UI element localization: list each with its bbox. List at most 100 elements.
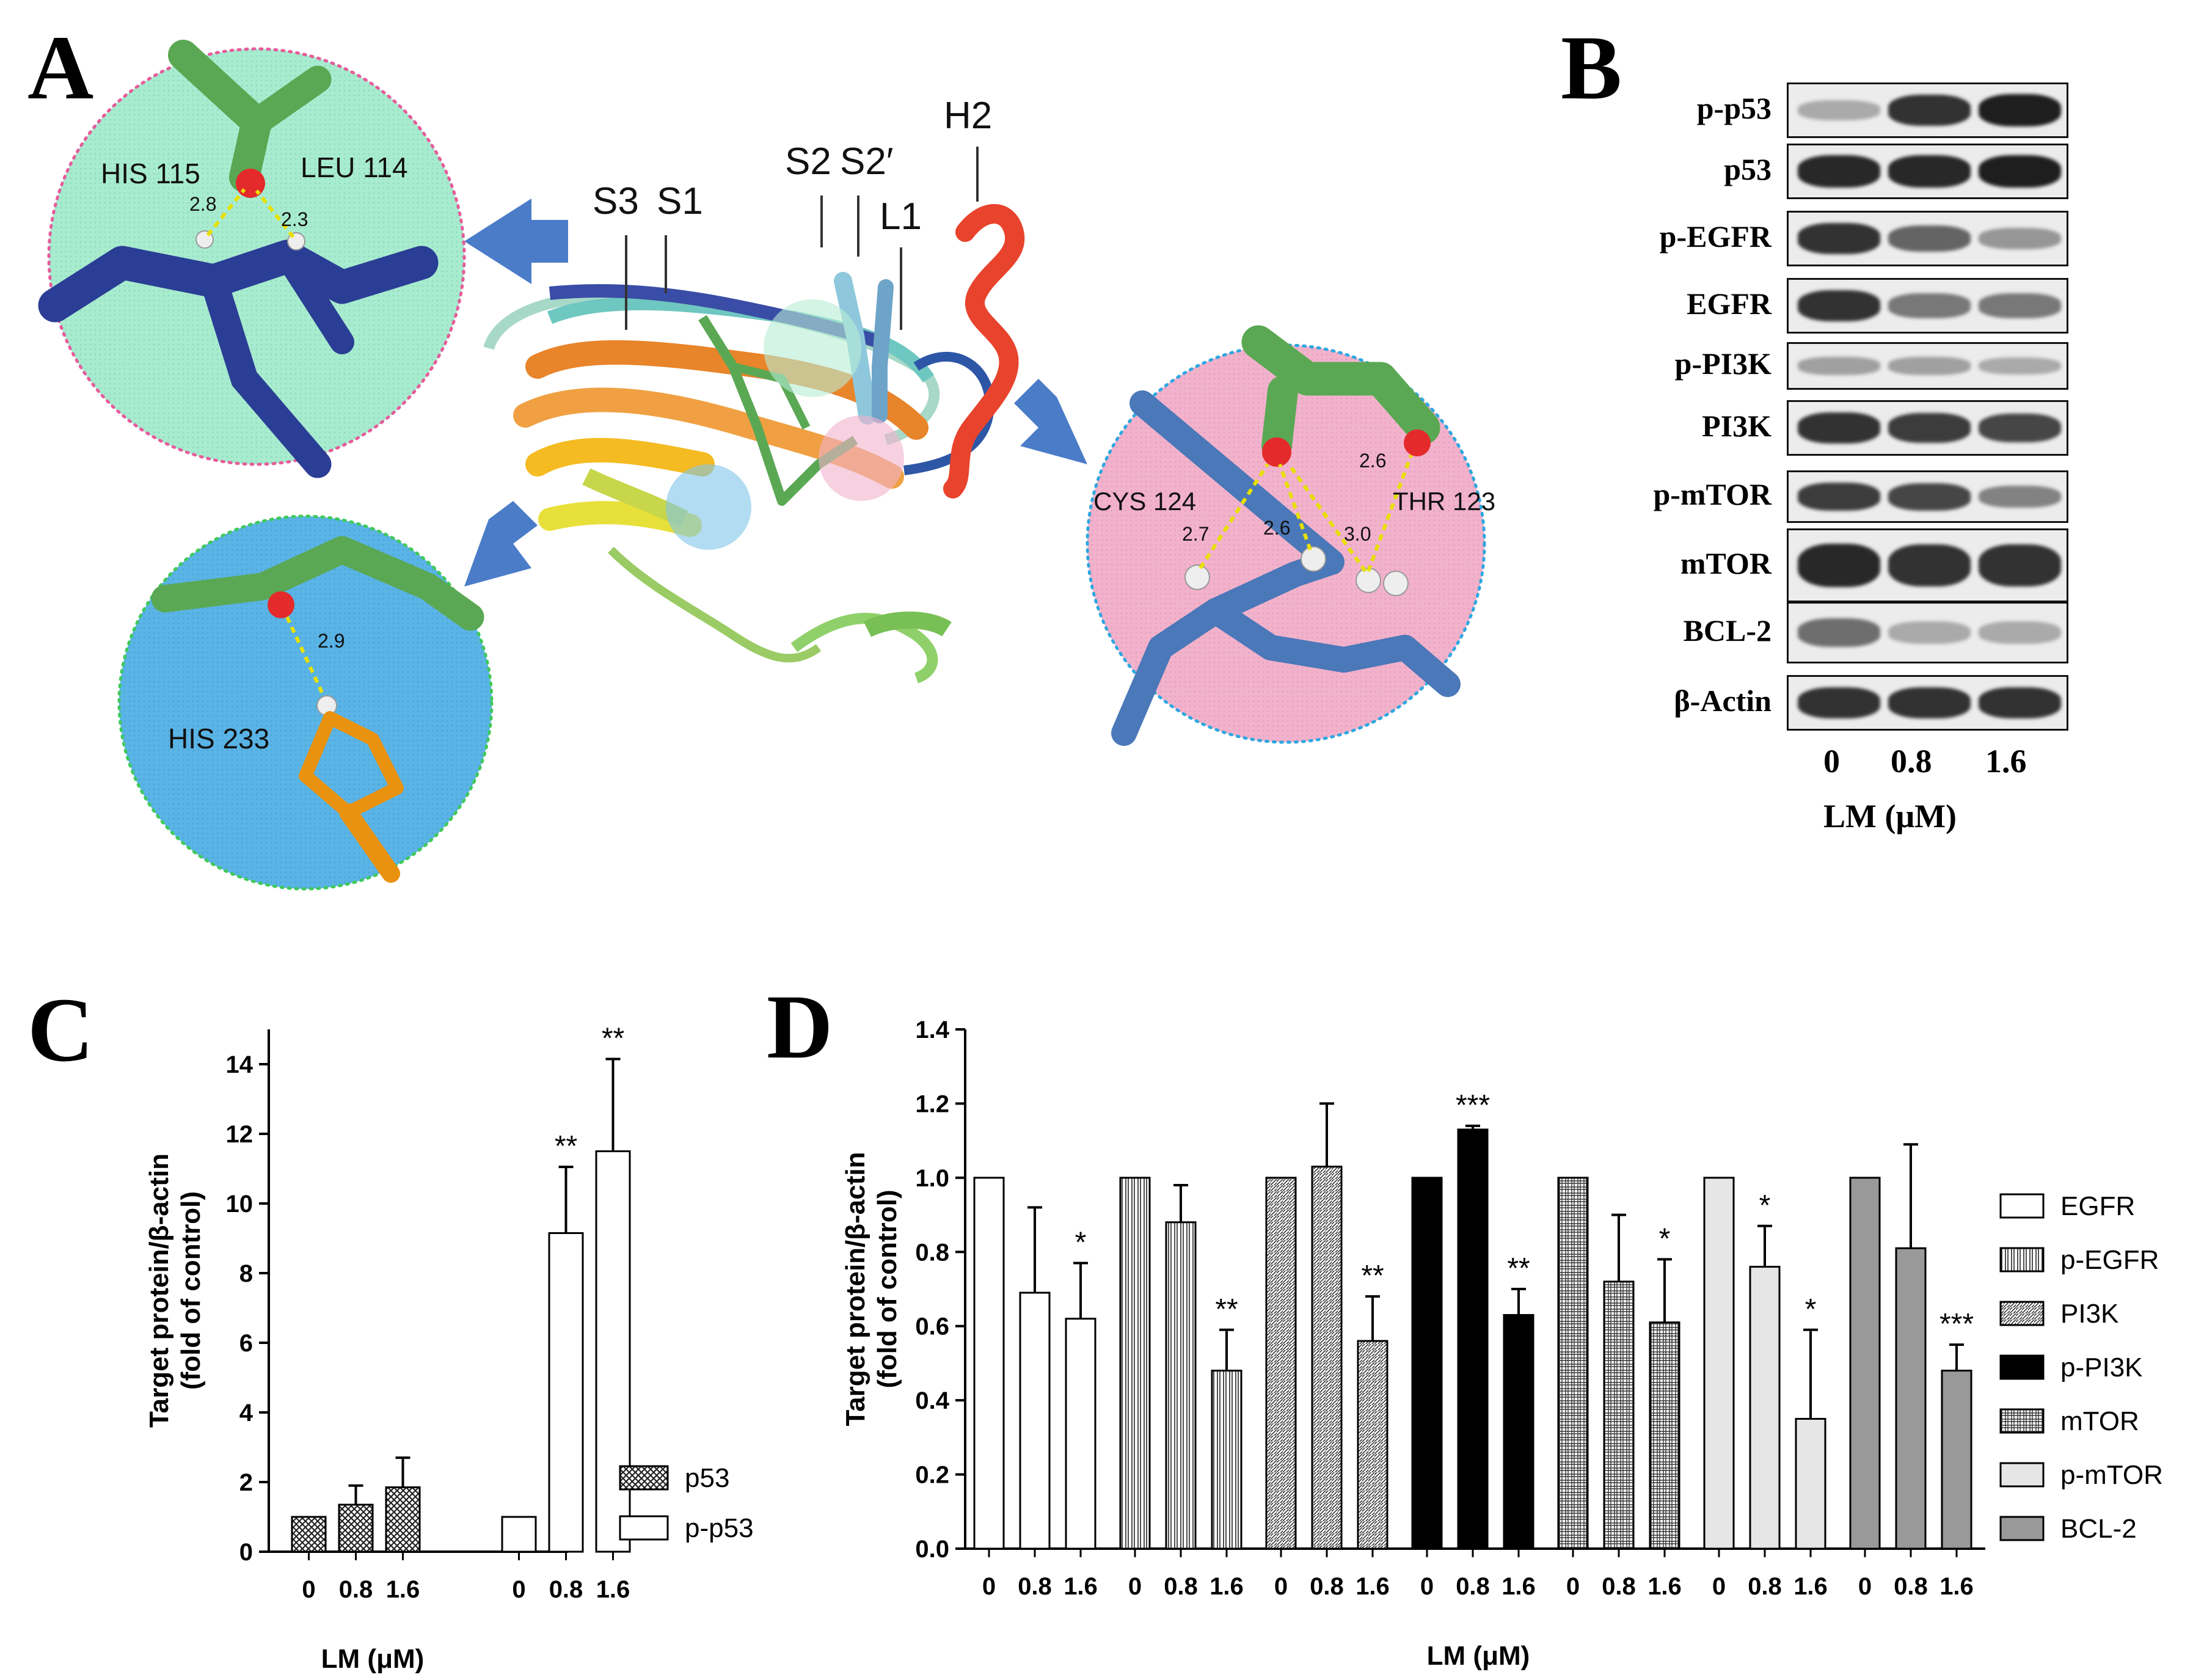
x-tick-label: 1.6	[1793, 1573, 1828, 1600]
blot-band	[1888, 357, 1971, 375]
significance-marker: ***	[1939, 1308, 1974, 1340]
protein-structure-figure: HIS 115 LEU 114 2.8 2.3 HIS 233 2.9 CYS …	[38, 40, 1495, 891]
y-tick-label: 1.0	[915, 1165, 949, 1192]
bar-p-mtor-2	[1795, 1418, 1826, 1550]
x-tick-label: 1.6	[596, 1576, 630, 1603]
blot-row-label: BCL-2	[1683, 613, 1772, 648]
distance-label: 2.7	[1182, 523, 1209, 545]
blot-band	[1798, 618, 1880, 647]
x-tick-label: 0.8	[1164, 1573, 1198, 1600]
bar-p-mtor-0	[1703, 1177, 1735, 1550]
bar-p-pi3k-2	[1503, 1314, 1534, 1550]
blot-band	[1888, 621, 1971, 644]
x-tick-label: 1.6	[1502, 1573, 1536, 1600]
panel-letter-d: D	[767, 976, 833, 1078]
legend-swatch	[1999, 1516, 2045, 1541]
blot-band	[1979, 227, 2061, 250]
bar-pi3k-1	[1311, 1166, 1343, 1550]
significance-marker: *	[1759, 1189, 1771, 1222]
bar-p-egfr-2	[1211, 1370, 1242, 1550]
legend-swatch	[1999, 1193, 2045, 1219]
x-tick-label: 0.8	[1602, 1573, 1636, 1600]
blot-band	[1888, 483, 1971, 511]
blot-row-label: p53	[1724, 152, 1772, 186]
blot-band	[1888, 544, 1971, 586]
blot-dose-label: 1.6	[1985, 743, 2027, 780]
y-axis-label: Target protein/β-actin(fold of control)	[841, 1152, 902, 1426]
y-axis-label-line: (fold of control)	[872, 1189, 902, 1388]
x-tick-label: 0.8	[1748, 1573, 1782, 1600]
bar-p-pi3k-0	[1411, 1177, 1443, 1550]
blot-band	[1979, 413, 2061, 443]
residue-label: HIS 233	[168, 723, 269, 754]
distance-label: 3.0	[1344, 523, 1371, 545]
y-tick-label: 12	[226, 1121, 254, 1148]
bar-p53-2	[385, 1486, 421, 1553]
y-tick-label: 0.8	[915, 1239, 949, 1266]
y-tick-label: 1.4	[915, 1017, 949, 1043]
blot-band	[1888, 687, 1971, 718]
blot-row-label: EGFR	[1687, 286, 1772, 321]
blot-dose-label: 0	[1823, 743, 1840, 780]
blot-strip	[1787, 470, 2068, 523]
blot-band	[1798, 223, 1880, 254]
blot-row-label: mTOR	[1680, 546, 1772, 580]
structure-labels: S3 S1 S2 S2′ L1 H2	[593, 95, 992, 330]
residue-label: CYS 124	[1093, 487, 1196, 516]
y-tick-label: 0.0	[915, 1536, 949, 1563]
blot-row-label: p-p53	[1696, 90, 1772, 125]
bar-mtor-1	[1603, 1280, 1635, 1550]
y-tick-label: 10	[226, 1191, 254, 1218]
x-tick-label: 0	[512, 1576, 525, 1603]
blot-row-label: p-PI3K	[1674, 346, 1772, 381]
y-axis-label-line: Target protein/β-actin	[144, 1153, 174, 1428]
y-tick-label: 0.4	[915, 1387, 949, 1414]
bar-egfr-0	[973, 1177, 1005, 1550]
chart-c: 0 2 4 6 8 10 12 14 Target protein/β-actin(fold o…	[144, 1022, 754, 1674]
blot-strip	[1787, 342, 2068, 390]
y-tick-label: 14	[226, 1051, 254, 1078]
distance-label: 2.3	[281, 208, 308, 230]
bar-p-egfr-1	[1165, 1221, 1197, 1550]
bar-p-p53-1	[548, 1232, 584, 1553]
blot-dose-label: 0.8	[1891, 743, 1932, 780]
bar-pi3k-2	[1357, 1340, 1388, 1550]
residue-label: LEU 114	[301, 152, 408, 183]
blot-band	[1888, 95, 1971, 126]
y-axis-label-line: (fold of control)	[176, 1191, 206, 1390]
x-tick-label: 0	[1274, 1573, 1288, 1600]
structure-label-l1: L1	[880, 195, 922, 238]
legend-label: p-PI3K	[2060, 1353, 2143, 1382]
x-tick-label: 0	[1128, 1573, 1142, 1600]
x-tick-label: 0.8	[339, 1576, 373, 1603]
structure-label-h2: H2	[944, 95, 992, 137]
residue-label: HIS 115	[101, 158, 200, 189]
inset-his233: HIS 233 2.9	[117, 514, 494, 891]
blot-band	[1979, 485, 2061, 508]
y-tick-label: 0.6	[915, 1313, 949, 1340]
blot-strip	[1787, 278, 2068, 334]
bar-pi3k-0	[1265, 1177, 1297, 1550]
blot-row-label: PI3K	[1702, 408, 1772, 443]
blot-band	[1979, 93, 2061, 127]
x-tick-label: 0.8	[1456, 1573, 1490, 1600]
blot-band	[1798, 357, 1880, 375]
x-tick-label: 1.6	[1064, 1573, 1098, 1600]
blot-band	[1798, 687, 1880, 718]
x-tick-label: 0	[1712, 1573, 1726, 1600]
x-tick-label: 0	[1858, 1573, 1872, 1600]
legend-swatch	[619, 1465, 669, 1491]
legend-swatch	[1999, 1301, 2045, 1326]
x-tick-label: 1.6	[1647, 1573, 1682, 1600]
y-tick-label: 2	[239, 1469, 253, 1496]
bar-bcl-2-1	[1895, 1247, 1927, 1550]
bar-p53-1	[338, 1503, 374, 1553]
x-tick-label: 0.8	[1310, 1573, 1344, 1600]
blot-strip	[1787, 144, 2068, 199]
blot-band	[1979, 357, 2061, 374]
inset-his115-leu114: HIS 115 LEU 114 2.8 2.3	[38, 40, 466, 478]
blot-band	[1798, 100, 1880, 120]
x-tick-label: 0.8	[1018, 1573, 1052, 1600]
legend-label: mTOR	[2060, 1406, 2139, 1436]
structure-label-s2: S2	[785, 141, 831, 183]
